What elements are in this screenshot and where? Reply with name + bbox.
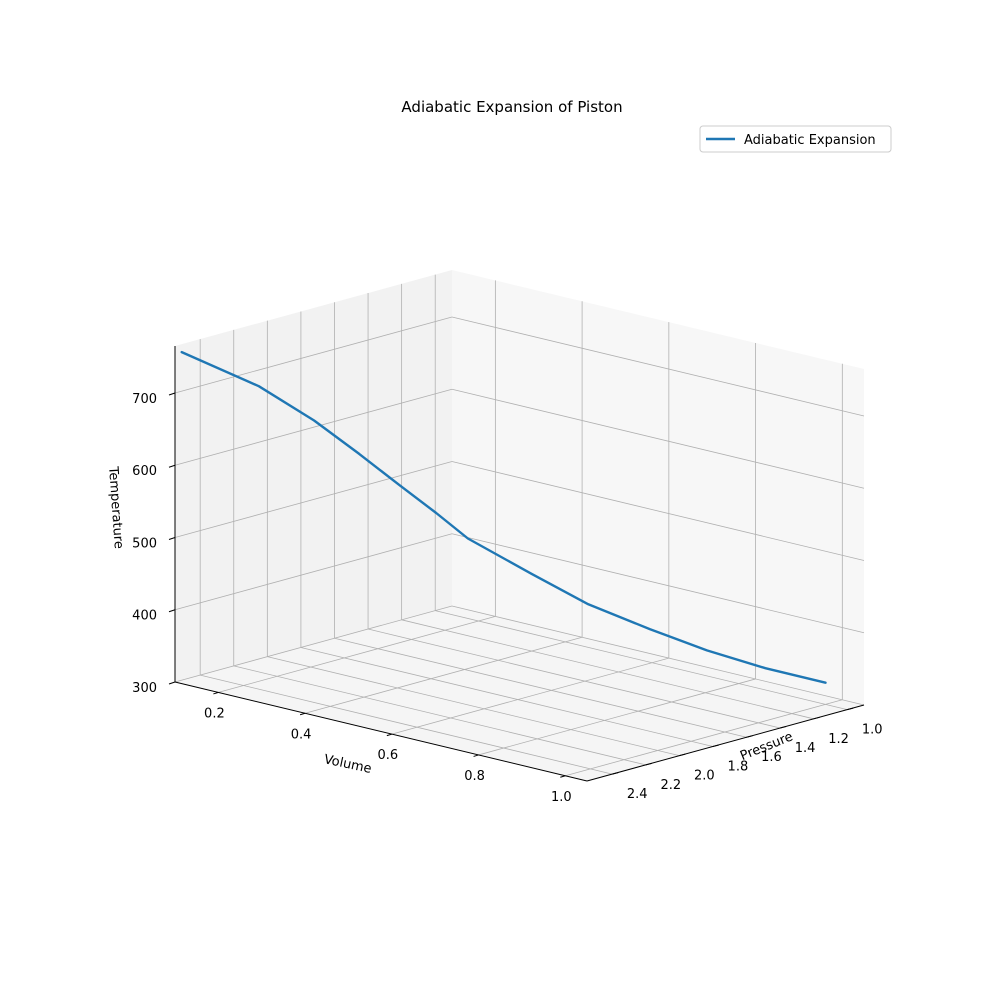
legend: Adiabatic Expansion bbox=[699, 125, 892, 153]
grid-line bbox=[200, 674, 613, 775]
grid-line bbox=[300, 647, 714, 747]
y-tick bbox=[712, 744, 720, 747]
tick-marks: 0.2 0.4 0.6 0.8 1.0 1.0 1.2 1.4 1.6 1.8 2.0 2.2 2.4 3… bbox=[132, 392, 882, 805]
z-tick bbox=[168, 464, 176, 468]
x-tick-label: 0.4 bbox=[291, 727, 312, 742]
z-tick bbox=[168, 537, 176, 540]
legend-box bbox=[699, 125, 892, 153]
grid-line bbox=[367, 628, 781, 729]
y-tick bbox=[679, 753, 686, 757]
z-tick-label: 600 bbox=[132, 464, 157, 479]
grid-line bbox=[478, 678, 756, 756]
grid-line bbox=[401, 619, 814, 720]
pane-left bbox=[175, 270, 452, 682]
x-tick-label: 0.8 bbox=[464, 769, 485, 784]
grid-line bbox=[451, 388, 865, 489]
chart-title: Adiabatic Expansion of Piston bbox=[401, 98, 622, 116]
y-tick bbox=[746, 735, 753, 738]
z-tick-label: 500 bbox=[132, 537, 157, 552]
z-tick bbox=[168, 681, 176, 685]
grid-line bbox=[451, 316, 865, 417]
x-tick bbox=[560, 775, 566, 778]
x-tick-label: 0.6 bbox=[377, 748, 398, 763]
x-tick bbox=[386, 733, 392, 737]
series-line-adiabatic-expansion bbox=[180, 350, 827, 684]
grid-line bbox=[174, 316, 453, 394]
pane-back bbox=[452, 270, 864, 705]
grid-line bbox=[174, 388, 453, 466]
pane-floor bbox=[175, 606, 864, 781]
z-tick-label: 400 bbox=[132, 609, 157, 624]
grid-line bbox=[391, 657, 669, 735]
grid-line bbox=[435, 610, 848, 710]
z-tick-label: 700 bbox=[132, 392, 157, 407]
x-tick bbox=[299, 712, 306, 716]
axis-panes bbox=[175, 270, 864, 781]
y-tick-label: 1.0 bbox=[862, 723, 883, 738]
z-tick-label: 300 bbox=[132, 681, 157, 696]
z-axis-label: Temperature bbox=[105, 465, 126, 549]
grid-line bbox=[451, 605, 865, 706]
y-tick-label: 1.2 bbox=[828, 732, 849, 747]
y-tick bbox=[779, 726, 787, 729]
grid-line bbox=[267, 656, 680, 757]
grid-line bbox=[451, 461, 865, 561]
z-tick bbox=[168, 609, 176, 613]
grid-line bbox=[174, 533, 453, 611]
x-tick-label: 1.0 bbox=[551, 790, 572, 805]
y-tick-label: 2.2 bbox=[660, 778, 681, 793]
x-axis-label: Volume bbox=[323, 752, 373, 777]
y-tick-label: 2.0 bbox=[694, 769, 715, 784]
x-tick-label: 0.2 bbox=[204, 706, 225, 721]
grid-line bbox=[304, 636, 583, 714]
z-tick bbox=[168, 392, 176, 396]
y-tick bbox=[847, 707, 854, 711]
grid-line bbox=[218, 616, 496, 693]
y-tick bbox=[612, 772, 619, 775]
series-layer bbox=[180, 350, 827, 684]
y-tick-label: 1.4 bbox=[795, 741, 816, 756]
grid-line bbox=[174, 461, 453, 538]
y-tick-label: 2.4 bbox=[627, 787, 648, 802]
y-tick-label: 1.6 bbox=[761, 750, 782, 765]
grid-line bbox=[451, 533, 865, 634]
x-axis-line bbox=[174, 681, 588, 782]
x-tick bbox=[473, 754, 479, 757]
grid-line bbox=[233, 665, 646, 766]
y-tick bbox=[645, 762, 652, 766]
grid-line bbox=[174, 605, 453, 683]
grid-lines bbox=[174, 274, 865, 777]
y-tick bbox=[813, 716, 820, 720]
grid-line bbox=[334, 637, 747, 738]
grid-line bbox=[565, 699, 843, 777]
legend-entry-label: Adiabatic Expansion bbox=[744, 133, 876, 148]
y-tick-label: 1.8 bbox=[728, 760, 749, 775]
x-tick bbox=[213, 691, 219, 695]
